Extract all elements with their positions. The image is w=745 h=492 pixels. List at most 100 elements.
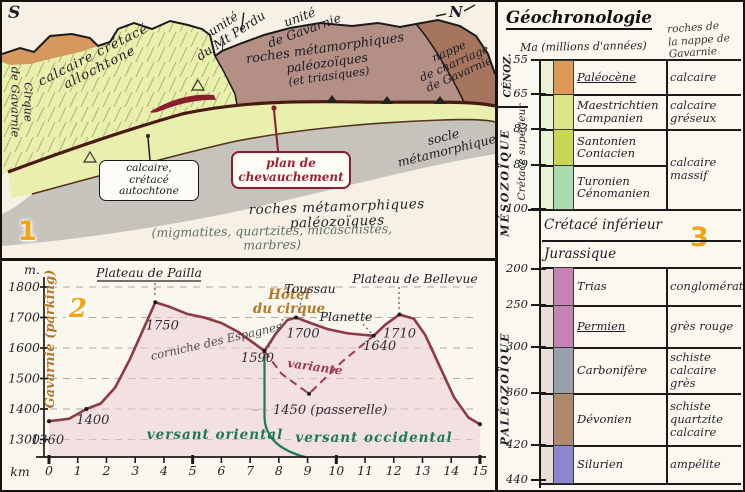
stage-name: Silurien — [577, 456, 624, 471]
stage-cell-8: Carbonifère — [577, 347, 665, 393]
autochthon-box-leader — [147, 137, 151, 161]
stage-name: Dévonien — [577, 411, 632, 426]
ridge-outline — [2, 19, 216, 57]
place-label-line: Plateau de Bellevue — [351, 271, 478, 286]
cross-section-panel: S N unité du Mt Perdu / / unité de Gavar… — [2, 2, 498, 261]
rock-name: calcaire — [670, 155, 717, 169]
autochthon-box-leader-dot — [146, 134, 150, 138]
allochthon-hatching — [2, 21, 237, 174]
lithology-swatch-1 — [553, 94, 574, 130]
profile-point-8.6 — [294, 315, 299, 320]
period-row-5: Jurassique — [544, 245, 617, 262]
row-line-0 — [542, 59, 741, 61]
north-dash — [435, 13, 447, 17]
row-line-11 — [540, 483, 741, 485]
row-line-1 — [540, 94, 741, 96]
ma-tick-label-250: 250 — [506, 297, 528, 311]
era-cretace-superieur-text: Crétacé supérieur — [516, 103, 528, 201]
passerelle-point — [307, 391, 312, 396]
x-tick-label-11: 11 — [357, 463, 373, 478]
panel-number-3: 3 — [690, 222, 709, 253]
y-tick-label-1700: 1700 — [8, 310, 40, 325]
stage-cell-3: Turonien Cénomanien — [577, 165, 665, 209]
autochtone-box-line3: autochtone — [119, 185, 179, 197]
x-tick-label-15: 15 — [472, 463, 488, 478]
rock-column-header: roches de la nappe de Gavarnie — [667, 18, 743, 61]
ma-tick-label-360: 360 — [506, 385, 528, 399]
column-divider-upper — [666, 59, 668, 209]
lithology-swatch-8 — [553, 347, 574, 394]
panel-number-1: 1 — [18, 216, 37, 247]
y-axis-unit-label: m. — [24, 262, 40, 277]
ma-tick-200 — [531, 268, 546, 270]
elevation-label-1710: 1710 — [383, 326, 416, 341]
rock-name: calcaire — [670, 362, 717, 377]
rock-name: schiste — [670, 349, 711, 364]
ma-axis-line — [539, 59, 541, 488]
thrust-box-line1: plan de — [266, 156, 316, 170]
elevation-label-1590: 1590 — [241, 351, 274, 366]
rock-cell-1: calcaire gréseux — [670, 94, 741, 129]
rock-cell-0: calcaire — [670, 60, 741, 94]
lithology-swatch-9 — [553, 393, 574, 446]
ma-tick-label-300: 300 — [506, 339, 528, 353]
place-label-line: Planette — [319, 309, 373, 324]
cirque-line1: Cirque — [21, 82, 36, 122]
row-line-9 — [540, 393, 741, 395]
place-label-8.6: Toussau — [284, 281, 335, 296]
stage-name: Santonien — [577, 133, 636, 148]
ma-tick-label-55: 55 — [513, 52, 528, 66]
ridge-outline-2 — [214, 18, 495, 75]
x-tick-label-0: 0 — [45, 463, 53, 478]
lithology-swatch-2 — [553, 129, 574, 166]
profile-line — [47, 300, 482, 426]
geochronology-title-text: Géochronologie — [506, 8, 652, 27]
ma-tick-65 — [531, 93, 546, 95]
ma-tick-label-420: 420 — [506, 437, 528, 451]
y-tick-label-1300: 1300 — [8, 432, 40, 447]
x-tick-label-14: 14 — [443, 463, 459, 478]
variante-path — [263, 335, 375, 396]
y-tick-label-1400: 1400 — [8, 401, 40, 416]
thrust-box-line2: chevauchement — [238, 170, 344, 184]
red-fold-wedge — [150, 94, 216, 113]
place-leader-11.3 — [362, 323, 372, 334]
thrust-fault-line — [7, 100, 495, 174]
cretaceous-strip — [540, 60, 553, 209]
elevation-label-1360: 1360 — [31, 433, 64, 448]
place-label-3.7: Plateau de Pailla — [95, 265, 202, 280]
y-tick-label-1800: 1800 — [8, 279, 40, 294]
place-label-line: Plateau de Pailla — [95, 265, 202, 280]
compass-north-text: N — [449, 3, 463, 21]
compass-south-label: S — [8, 4, 20, 23]
era-mesozoic-text: MÉSOZOÏQUE — [498, 128, 512, 237]
x-tick-label-12: 12 — [386, 463, 402, 478]
x-tick-label-2: 2 — [101, 463, 110, 478]
x-tick-label-13: 13 — [415, 463, 431, 478]
profile-point-12.2 — [397, 312, 402, 317]
elevation-label-1750: 1750 — [146, 318, 179, 333]
nappe-boundary-line — [415, 23, 465, 103]
row-line-8 — [540, 347, 741, 349]
label-basement-detail: (migmatites, quartzites, micaschistes, m… — [122, 221, 422, 254]
metamorphic-mass-region — [215, 23, 464, 105]
stage-cell-6: Trias — [577, 267, 665, 305]
ma-tick-55 — [531, 59, 546, 61]
x-tick-label-7: 7 — [246, 463, 254, 478]
unit-boundary-line — [214, 55, 238, 106]
row-line-6 — [542, 267, 741, 269]
ma-tick-420 — [531, 444, 546, 446]
ma-tick-89 — [531, 164, 546, 166]
ma-axis-label-text: Ma (millions d'années) — [519, 38, 647, 55]
x-tick-label-8: 8 — [275, 463, 283, 478]
label-cirque-de-gavarnie: Cirque de Gavarnie — [5, 50, 36, 155]
stage-name: Campanien — [577, 110, 644, 125]
stage-name: Coniacien — [577, 146, 635, 160]
row-line-2 — [540, 129, 741, 131]
profile-point-1.3 — [84, 407, 89, 411]
stage-cell-9: Dévonien — [577, 393, 665, 445]
place-label-7.5: Hôtel du cirque — [253, 287, 326, 317]
compass-south-text: S — [8, 3, 21, 23]
row-line-4 — [528, 209, 741, 211]
panel-number-3-text: 3 — [690, 222, 709, 253]
